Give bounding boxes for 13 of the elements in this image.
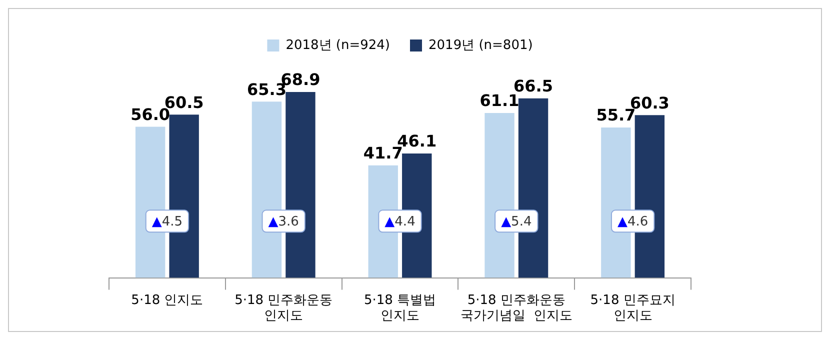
x-tick-label: 5·18 인지도 [131,292,204,308]
annotation: ▲4.4 [384,214,416,230]
x-tick-label: 5·18 특별법 인지도 [364,292,436,324]
x-tick-label: 5·18 민주화운동 국가기념일 인지도 [460,292,573,324]
legend-label: 2018년 (n=924) [286,38,390,53]
data-label: 61.1 [480,91,520,110]
annotation: ▲5.4 [501,214,532,230]
annotation: ▲3.6 [268,214,299,230]
annotation: ▲4.5 [152,214,183,230]
x-tick-label: 5·18 민주화운동 인지도 [234,292,333,324]
x-tick-label: 5·18 민주묘지 인지도 [590,292,676,324]
legend-label: 2019년 (n=801) [428,38,533,53]
annotation: ▲4.6 [617,214,648,230]
